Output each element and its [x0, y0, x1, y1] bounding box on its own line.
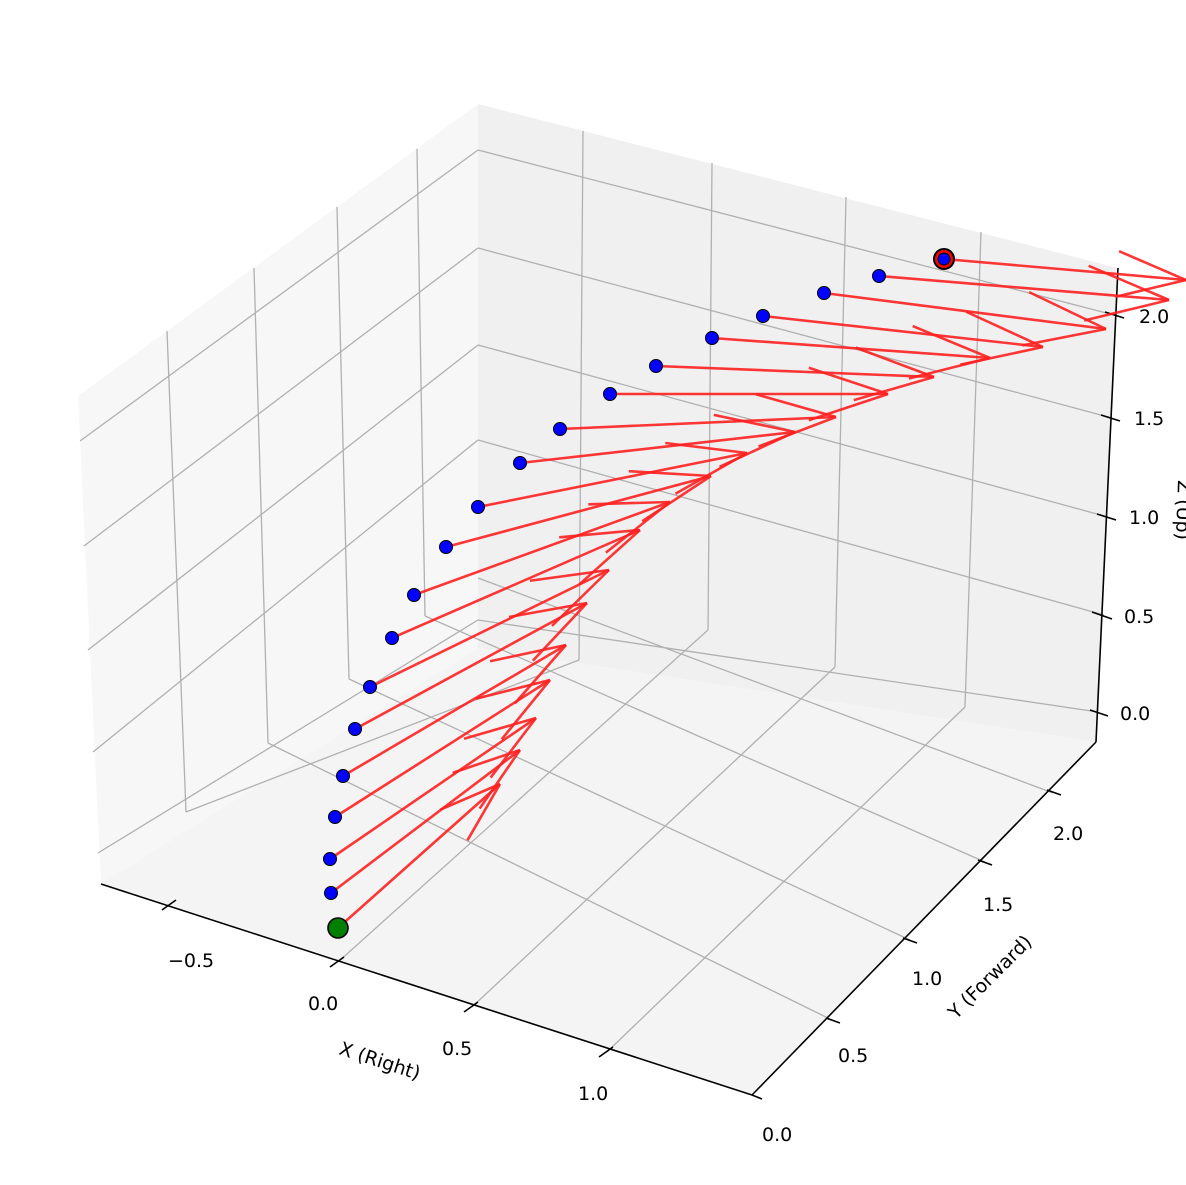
z-tick-label: 0.0: [1120, 703, 1150, 725]
path-point: [324, 886, 338, 900]
path-point: [323, 852, 337, 866]
x-tick-label: 1.0: [578, 1083, 608, 1105]
path-point: [603, 387, 617, 401]
arrow: [823, 290, 1107, 347]
path-point: [407, 588, 421, 602]
x-tick-labels: −0.5 0.0 0.5 1.0: [168, 950, 608, 1105]
path-point: [348, 722, 362, 736]
path-point: [553, 422, 567, 436]
direction-arrows: [329, 249, 1186, 929]
start-point: [327, 917, 349, 939]
z-tick-label: 1.0: [1129, 507, 1159, 529]
path-point: [336, 769, 350, 783]
x-tick-label: 0.5: [442, 1038, 472, 1060]
y-axis-label: Y (Forward): [943, 931, 1036, 1024]
path-point: [872, 269, 886, 283]
path-point: [471, 500, 485, 514]
z-tick-label: 1.5: [1134, 408, 1164, 430]
z-tick-label: 2.0: [1139, 306, 1169, 328]
z-axis-label: Z (Up): [1171, 480, 1186, 541]
pane-back: [478, 104, 1118, 742]
y-tick-label: 1.0: [912, 968, 942, 990]
end-point: [937, 252, 951, 266]
z-tick-labels: 0.0 0.5 1.0 1.5 2.0: [1120, 306, 1169, 725]
trajectory-points: [323, 248, 955, 939]
pane-left: [78, 104, 478, 884]
x-axis-label: X (Right): [336, 1038, 423, 1085]
x-axis-line: [100, 883, 753, 1096]
arrow: [445, 469, 712, 549]
path-point: [756, 309, 770, 323]
arrow: [369, 568, 610, 689]
arrow: [334, 678, 552, 819]
x-tick-label: −0.5: [168, 950, 214, 972]
z-axis-line: [1095, 267, 1119, 743]
arrow: [342, 643, 567, 778]
path-point: [817, 286, 831, 300]
y-tick-label: 0.0: [762, 1124, 792, 1146]
y-tick-label: 2.0: [1053, 823, 1083, 845]
arrow: [559, 393, 837, 448]
path-point: [649, 359, 663, 373]
path-point: [385, 631, 399, 645]
x-tick-label: 0.0: [308, 993, 338, 1015]
path-point: [439, 540, 453, 554]
arrow: [943, 249, 1186, 299]
arrow: [655, 346, 935, 402]
arrow: [337, 782, 502, 929]
arrow: [329, 716, 538, 861]
path-point: [705, 331, 719, 345]
y-tick-labels: 0.0 0.5 1.0 1.5 2.0: [762, 823, 1083, 1146]
grid-lines: [79, 130, 1115, 1053]
axis-lines: [100, 267, 1125, 1100]
y-axis-line: [751, 741, 1097, 1096]
path-point: [513, 456, 527, 470]
path-point: [363, 680, 377, 694]
pane-floor: [101, 648, 1096, 1095]
y-tick-label: 0.5: [838, 1045, 868, 1067]
z-tick-label: 0.5: [1124, 606, 1154, 628]
arrow: [762, 310, 1044, 366]
path-point: [328, 810, 342, 824]
y-tick-label: 1.5: [983, 894, 1013, 916]
axes-panes: [78, 104, 1118, 1095]
